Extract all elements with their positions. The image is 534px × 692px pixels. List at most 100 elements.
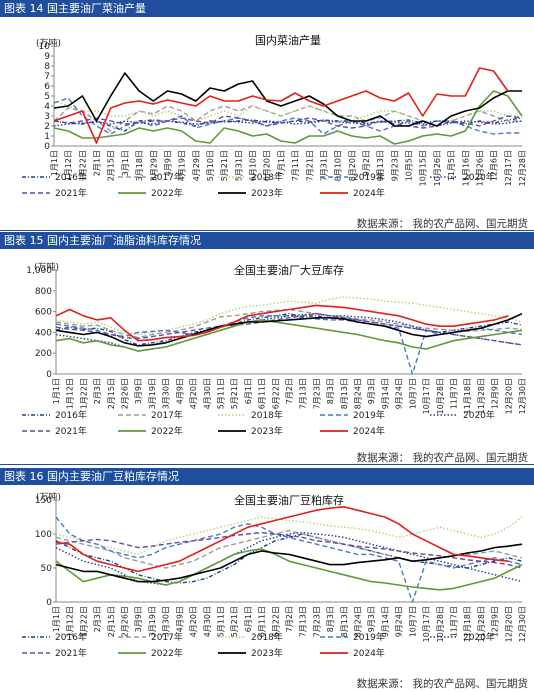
series-line-2019年 xyxy=(55,516,523,603)
x-tick-label: 4月30日 xyxy=(203,378,212,409)
x-tick-label: 10月28日 xyxy=(436,378,445,414)
x-tick-label: 8月20日 xyxy=(348,150,357,181)
x-tick-label: 5月31日 xyxy=(234,150,243,181)
x-tick-label: 7月2日 xyxy=(285,606,294,632)
x-tick-label: 4月20日 xyxy=(189,378,198,409)
x-tick-label: 1月12日 xyxy=(66,378,75,409)
y-tick-label: 1 xyxy=(44,132,50,142)
x-tick-label: 4月19日 xyxy=(178,150,187,181)
x-tick-label: 11月28日 xyxy=(477,606,486,642)
legend-label: 2018年 xyxy=(251,171,283,183)
x-tick-label: 7月21日 xyxy=(305,150,314,181)
legend-label: 2016年 xyxy=(55,171,87,183)
legend-label: 2022年 xyxy=(151,425,183,437)
x-tick-label: 4月9日 xyxy=(175,378,184,404)
x-tick-label: 6月11日 xyxy=(258,378,267,409)
x-tick-label: 6月1日 xyxy=(244,606,253,632)
x-tick-label: 4月9日 xyxy=(163,150,172,176)
series-line-2018年 xyxy=(55,296,523,336)
series-line-2022年 xyxy=(55,319,523,352)
x-tick-label: 8月10日 xyxy=(334,150,343,181)
series-line-2023年 xyxy=(55,543,523,583)
legend-label: 2017年 xyxy=(151,171,183,183)
legend-label: 2018年 xyxy=(251,631,283,643)
x-tick-label: 7月31日 xyxy=(319,150,328,181)
x-tick-label: 2月26日 xyxy=(121,606,130,637)
x-tick-label: 8月24日 xyxy=(354,606,363,637)
x-tick-label: 4月30日 xyxy=(203,606,212,637)
x-tick-label: 9月24日 xyxy=(395,606,404,637)
series-line-2024年 xyxy=(53,67,509,144)
x-tick-label: 12月30日 xyxy=(518,378,527,414)
x-tick-label: 3月9日 xyxy=(134,378,143,404)
x-tick-label: 7月23日 xyxy=(312,378,321,409)
y-tick-label: 3 xyxy=(44,112,50,122)
x-tick-label: 9月2日 xyxy=(362,150,371,176)
legend-label: 2022年 xyxy=(151,647,183,659)
x-tick-label: 1月1日 xyxy=(50,150,59,176)
legend-label: 2023年 xyxy=(251,425,283,437)
x-tick-label: 5月21日 xyxy=(230,606,239,637)
x-tick-label: 3月19日 xyxy=(148,378,157,409)
chart-title: 国内菜油产量 xyxy=(255,33,321,47)
x-tick-label: 6月22日 xyxy=(271,606,280,637)
x-tick-label: 10月17日 xyxy=(422,378,431,414)
x-tick-label: 2月15日 xyxy=(107,378,116,409)
y-tick-label: 0 xyxy=(44,142,50,152)
x-tick-label: 9月14日 xyxy=(381,606,390,637)
series-line-2017年 xyxy=(55,529,523,569)
x-tick-label: 11月16日 xyxy=(461,150,470,186)
legend-label: 2021年 xyxy=(55,425,87,437)
series-line-2024年 xyxy=(55,506,509,573)
x-tick-label: 1月12日 xyxy=(66,606,75,637)
source-note-16: 数据来源： 我的农产品网、国元期货 xyxy=(356,678,528,690)
series-line-2020年 xyxy=(55,531,523,586)
x-tick-label: 4月9日 xyxy=(175,606,184,632)
legend-label: 2021年 xyxy=(55,187,87,199)
x-tick-label: 8月13日 xyxy=(340,606,349,637)
legend-label: 2019年 xyxy=(353,171,385,183)
series-line-2023年 xyxy=(55,312,523,347)
y-tick-label: 400 xyxy=(35,328,52,338)
x-tick-label: 12月20日 xyxy=(504,378,513,414)
x-tick-label: 12月28日 xyxy=(518,150,527,186)
x-tick-label: 12月9日 xyxy=(491,606,500,637)
series-line-2022年 xyxy=(55,548,523,591)
legend-label: 2017年 xyxy=(151,631,183,643)
y-tick-label: 150 xyxy=(35,496,52,506)
x-tick-label: 12月20日 xyxy=(504,606,513,642)
y-tick-label: 800 xyxy=(35,287,52,297)
x-tick-label: 5月21日 xyxy=(220,150,229,181)
x-tick-label: 11月28日 xyxy=(477,378,486,414)
x-tick-label: 1月12日 xyxy=(64,150,73,181)
x-tick-label: 6月10日 xyxy=(249,150,258,181)
x-tick-label: 10月17日 xyxy=(422,606,431,642)
legend-label: 2023年 xyxy=(251,647,283,659)
series-line-2023年 xyxy=(53,72,522,127)
y-tick-label: 9 xyxy=(44,52,50,62)
x-tick-label: 10月7日 xyxy=(408,378,417,409)
y-tick-label: 8 xyxy=(44,62,50,72)
legend-label: 2020年 xyxy=(463,631,495,643)
y-tick-label: 10 xyxy=(39,42,51,52)
x-tick-label: 9月3日 xyxy=(367,606,376,632)
y-tick-label: 200 xyxy=(35,349,52,359)
x-tick-label: 7月11日 xyxy=(291,150,300,181)
series-line-2018年 xyxy=(55,516,523,556)
x-tick-label: 6月20日 xyxy=(263,150,272,181)
x-tick-label: 7月13日 xyxy=(299,378,308,409)
series-line-2022年 xyxy=(53,90,523,145)
x-tick-label: 6月11日 xyxy=(258,606,267,637)
y-unit-label: (万吨) xyxy=(36,37,61,49)
y-tick-label: 1,000 xyxy=(26,266,52,276)
series-line-2016年 xyxy=(53,117,523,132)
x-tick-label: 9月24日 xyxy=(395,378,404,409)
legend-label: 2020年 xyxy=(463,171,495,183)
legend-label: 2019年 xyxy=(353,631,385,643)
series-line-2018年 xyxy=(53,100,522,127)
x-tick-label: 4月20日 xyxy=(189,606,198,637)
y-tick-label: 6 xyxy=(44,82,50,92)
x-tick-label: 2月1日 xyxy=(93,150,102,176)
series-line-2017年 xyxy=(53,105,522,132)
